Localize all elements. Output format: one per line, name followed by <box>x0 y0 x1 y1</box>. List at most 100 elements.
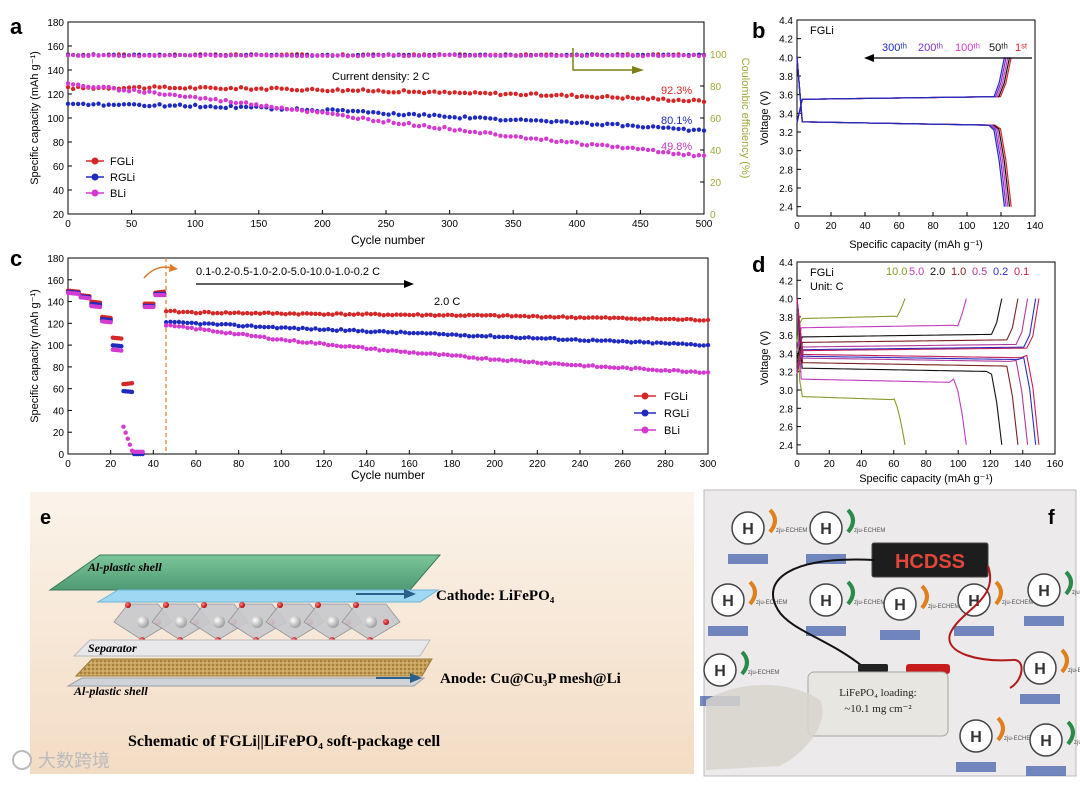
lattice-oxygen-atom <box>125 602 131 608</box>
x-tick-label: 120 <box>316 459 333 470</box>
capacity-point-BLi <box>432 125 437 131</box>
panel-a-label: a <box>10 14 23 39</box>
logo-seal <box>809 511 843 545</box>
panel-b-ticks: 0 20 40 60 80 100 120 140 2.4 2.6 2.8 3.0 3.2 3.4 3.6 3… <box>779 16 1044 232</box>
rate-point-RGLi <box>326 326 331 332</box>
capacity-point-RGLi <box>554 118 559 124</box>
rate-point-FGLi <box>181 309 186 315</box>
x-tick-label: 120 <box>993 221 1010 232</box>
y-tick-label: 3.6 <box>779 331 793 342</box>
rate-point-RGLi <box>432 330 438 336</box>
rate-point-BLi <box>215 329 220 334</box>
lattice-oxygen-atom <box>163 602 169 608</box>
rate-point-FGLi <box>479 313 485 318</box>
capacity-point-BLi <box>620 145 625 151</box>
ce-point-BLi <box>559 53 564 58</box>
rate-point-RGLi <box>650 341 655 346</box>
ce-point-BLi <box>503 53 508 58</box>
rate-point-RGLi <box>697 343 702 348</box>
capacity-point-FGLi <box>584 94 590 99</box>
capacity-point-FGLi <box>193 86 198 91</box>
logo-block-pattern <box>880 630 920 640</box>
rate-point-RGLi <box>454 332 459 337</box>
rate-point-RGLi <box>565 337 570 342</box>
rate-point-BLi <box>210 329 216 334</box>
separator-layer <box>72 639 431 657</box>
rate-point-RGLi <box>675 341 681 347</box>
rate-point-BLi <box>202 327 207 333</box>
rate-point-FGLi <box>629 316 634 321</box>
capacity-point-BLi <box>340 112 345 118</box>
rate-point-FGLi <box>377 312 382 317</box>
capacity-point-FGLi <box>666 98 671 103</box>
rate-point-RGLi <box>437 331 442 337</box>
rate-point-RGLi <box>198 322 203 327</box>
y-tick-label: 60 <box>53 385 65 396</box>
cell-label-2: ~10.1 mg cm⁻² <box>844 703 912 715</box>
x-tick-label: 60 <box>190 459 202 470</box>
rate-point-FGLi <box>321 312 327 317</box>
capacity-point-FGLi <box>462 90 468 96</box>
capacity-point-FGLi <box>681 98 686 104</box>
cathode-lattice <box>113 602 401 643</box>
ce-point-BLi <box>320 53 325 58</box>
capacity-point-RGLi <box>116 102 122 107</box>
rate-point-BLi <box>176 324 182 329</box>
rate-point-RGLi <box>693 342 698 348</box>
capacity-point-FGLi <box>630 95 635 101</box>
rate-point-FGLi <box>398 312 403 317</box>
rate-point-FGLi <box>245 310 250 316</box>
capacity-point-RGLi <box>513 117 518 123</box>
rate-point-RGLi <box>590 337 595 343</box>
capacity-point-FGLi <box>335 87 340 92</box>
x-tick-label: 50 <box>126 219 138 230</box>
rate-point-BLi <box>535 360 540 365</box>
capacity-point-BLi <box>350 115 356 121</box>
capacity-point-BLi <box>147 89 152 94</box>
rate-point-FGLi <box>458 313 463 318</box>
rate-point-BLi <box>287 338 293 344</box>
rate-point-FGLi <box>189 309 194 315</box>
rate-point-FGLi <box>633 316 638 322</box>
rate-point-BLi <box>398 349 403 354</box>
capacity-point-BLi <box>294 107 300 112</box>
rate-point-RGLi <box>215 322 220 327</box>
x-tick-label: 40 <box>856 459 868 470</box>
logo-block-pattern <box>1020 694 1060 704</box>
ce-point-BLi <box>193 53 198 58</box>
charge-curve-1.0 <box>796 298 1019 366</box>
capacity-point-RGLi <box>671 126 676 131</box>
ce-pointer-arrow <box>572 48 632 71</box>
rate-point-BLi <box>475 356 480 361</box>
y-tick-label: 100 <box>47 114 64 125</box>
rate-point-BLi <box>654 368 659 373</box>
logo-text: zju-ECHEM <box>1072 590 1080 596</box>
capacity-point-FGLi <box>533 91 539 96</box>
capacity-point-BLi <box>549 138 554 143</box>
panel-b: b 0 20 40 60 80 100 120 140 2.4 2.6 2.8 3.0 3.2 3.4 3.… <box>752 16 1044 251</box>
discharge-curve-10.0 <box>796 298 906 445</box>
rate-point-FGLi <box>475 312 480 318</box>
capacity-point-FGLi <box>427 89 432 95</box>
ce-point-BLi <box>462 53 467 58</box>
panel-d-ylabel: Voltage (V) <box>759 331 771 385</box>
ce-point-BLi <box>167 53 172 58</box>
capacity-point-FGLi <box>559 92 564 97</box>
ce-point-BLi <box>325 53 330 58</box>
y-tick-label: 20 <box>53 428 65 439</box>
panel-d-ticks: 0 20 40 60 80 100 120 140 160 2.4 2.6 2.8 3.0 3.2 3.4 3… <box>779 258 1064 470</box>
capacity-point-RGLi <box>701 128 707 133</box>
rate-point-RGLi <box>287 325 293 331</box>
x-tick-label: 200 <box>314 219 331 230</box>
rate-point-FGLi <box>198 310 203 316</box>
cathode-layer <box>96 589 440 603</box>
ce-point-BLi <box>294 54 299 59</box>
capacity-point-BLi <box>315 110 320 115</box>
lattice-iron-atom <box>365 616 377 628</box>
panel-a-ticks: 0 50 100 150 200 250 300 350 400 450 5002040608010… <box>47 18 727 230</box>
rate-point-FGLi <box>543 314 549 320</box>
capacity-point-FGLi <box>401 88 407 93</box>
capacity-point-BLi <box>554 139 559 145</box>
rate-point-FGLi <box>454 313 459 318</box>
legend-marker-FGLi <box>641 392 649 400</box>
